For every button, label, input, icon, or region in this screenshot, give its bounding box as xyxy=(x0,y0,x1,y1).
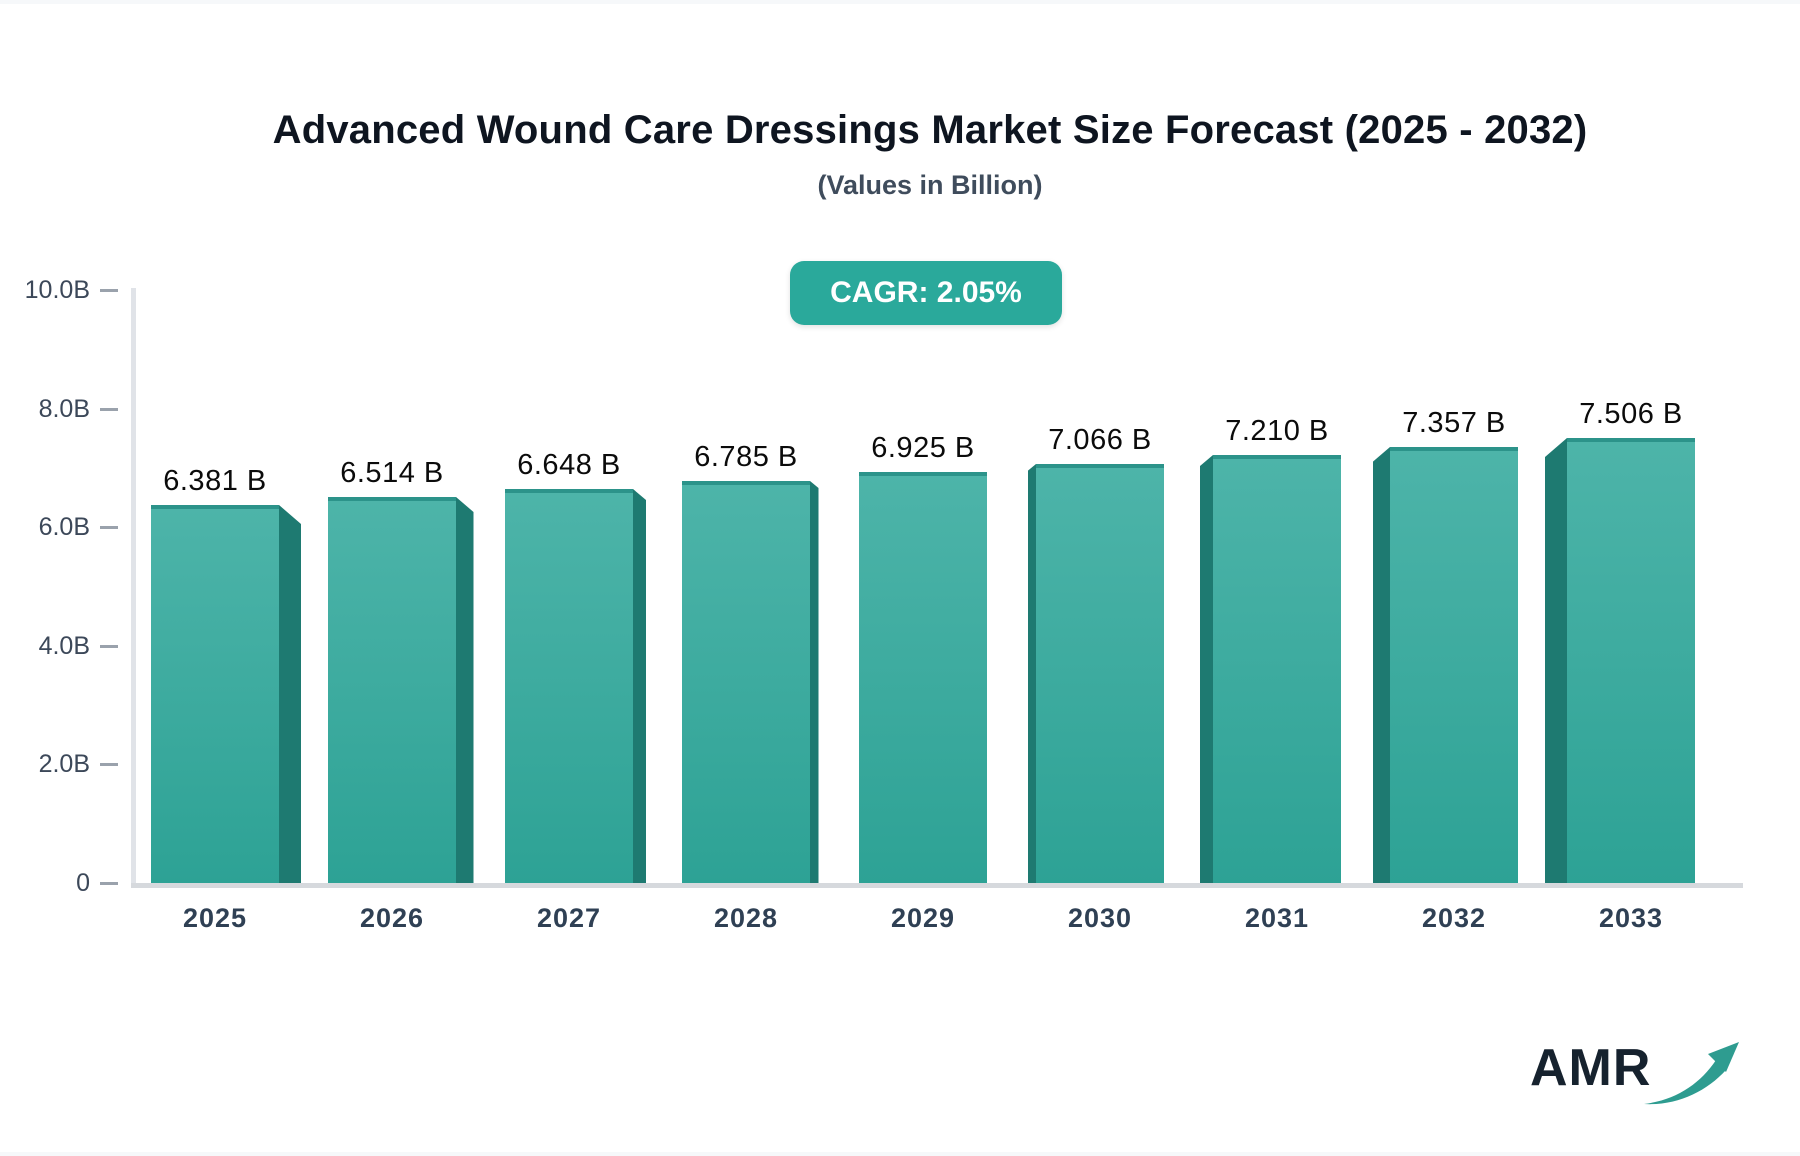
bar-side-shade xyxy=(279,505,301,883)
x-tick-label: 2028 xyxy=(713,903,779,933)
page-bottom-border xyxy=(0,1152,1800,1156)
chart-subtitle: (Values in Billion) xyxy=(817,170,1043,200)
bar-2028 xyxy=(682,481,810,883)
x-axis-baseline xyxy=(131,883,1743,888)
bar-side-shade xyxy=(1027,464,1036,883)
bar-2032 xyxy=(1390,447,1518,883)
bar-side-shade xyxy=(456,497,474,883)
bar-side-shade xyxy=(1372,447,1390,883)
bar-value-label: 7.357 B xyxy=(1402,407,1506,439)
y-tick-label: 8.0B xyxy=(38,394,90,423)
bar-side-shade xyxy=(1545,438,1567,883)
x-tick-label: 2029 xyxy=(890,903,956,933)
chart-title: Advanced Wound Care Dressings Market Siz… xyxy=(272,108,1588,152)
bar-2031 xyxy=(1213,455,1341,883)
bar-side-shade xyxy=(810,481,819,883)
bar-2030 xyxy=(1036,464,1164,883)
bar-2026 xyxy=(328,497,456,883)
y-tick-label: 2.0B xyxy=(38,750,90,779)
bar-2027 xyxy=(505,489,633,883)
bar-value-label: 7.210 B xyxy=(1225,415,1329,447)
bar-value-label: 6.785 B xyxy=(694,441,798,473)
bar-side-shade xyxy=(1200,455,1213,883)
x-tick-label: 2032 xyxy=(1421,903,1487,933)
y-tick-label: 6.0B xyxy=(38,513,90,542)
amr-logo-text: AMR xyxy=(1530,1039,1652,1097)
page-top-border xyxy=(0,0,1800,4)
bar-value-label: 6.648 B xyxy=(517,449,621,481)
bar-2025 xyxy=(151,505,279,883)
growth-arrow-icon xyxy=(1644,1042,1739,1105)
cagr-badge-label: CAGR: 2.05% xyxy=(830,276,1022,309)
y-tick-dash xyxy=(100,289,118,292)
bar-value-label: 6.514 B xyxy=(340,457,444,489)
x-tick-label: 2027 xyxy=(536,903,602,933)
bar-value-label: 7.506 B xyxy=(1579,398,1683,430)
bar-2029 xyxy=(859,472,987,883)
y-tick-dash xyxy=(100,644,118,648)
y-tick-label: 4.0B xyxy=(38,631,90,660)
x-tick-label: 2033 xyxy=(1598,903,1664,933)
bar-side-shade xyxy=(633,489,646,883)
y-tick-dash xyxy=(100,526,118,530)
x-tick-label: 2030 xyxy=(1067,903,1133,933)
y-tick-dash xyxy=(100,407,118,411)
y-axis-line xyxy=(131,288,136,886)
y-tick-dash xyxy=(100,763,118,767)
y-tick-label: 0 xyxy=(76,869,90,897)
bar-value-label: 6.381 B xyxy=(163,465,267,497)
x-tick-label: 2026 xyxy=(359,903,425,933)
amr-logo: AMR xyxy=(1520,1028,1750,1118)
y-tick-label: 10.0B xyxy=(24,276,90,304)
bar-2033 xyxy=(1567,438,1695,883)
y-tick-dash xyxy=(100,882,118,885)
cagr-badge: CAGR: 2.05% xyxy=(790,261,1062,325)
x-tick-label: 2025 xyxy=(182,903,248,933)
bar-value-label: 7.066 B xyxy=(1048,424,1152,456)
x-tick-label: 2031 xyxy=(1244,903,1310,933)
bar-value-label: 6.925 B xyxy=(871,432,975,464)
